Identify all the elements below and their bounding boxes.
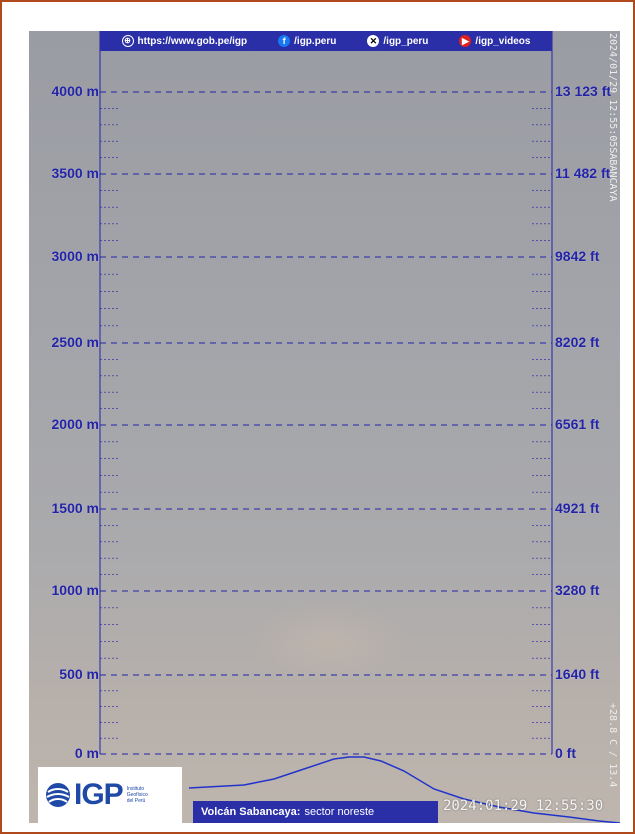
facebook-link[interactable]: f /igp.peru (278, 35, 336, 47)
website-link[interactable]: ⊕ https://www.gob.pe/igp (121, 35, 248, 47)
meter-label: 500 m (59, 666, 99, 682)
camera-datetime-vertical: 2024/01/29 12:55:05SABANCAYA (607, 33, 618, 202)
meter-label: 1000 m (51, 582, 99, 598)
volcano-outline (188, 756, 620, 823)
youtube-icon: ▶ (459, 35, 472, 47)
logo-subtitle: Instituto Geofísico del Perú (127, 786, 148, 804)
igp-logo: IGP Instituto Geofísico del Perú (38, 767, 182, 823)
logo-subtitle-line: del Perú (126, 798, 146, 804)
x-icon: ✕ (367, 35, 380, 47)
feet-label: 13 123 ft (555, 83, 612, 99)
social-bar: ⊕ https://www.gob.pe/igp f /igp.peru ✕ /… (100, 31, 552, 51)
youtube-link[interactable]: ▶ /igp_videos (459, 35, 530, 47)
feet-label: 4921 ft (555, 500, 600, 516)
x-label: /igp_peru (383, 35, 429, 47)
timestamp: 2024:01:29 12:55:30 (443, 798, 604, 814)
meter-label: 3500 m (51, 165, 99, 181)
meter-label: 3000 m (51, 248, 99, 264)
meter-label: 1500 m (51, 500, 99, 516)
meter-label: 0 m (74, 745, 99, 761)
logo-subtitle-line: Instituto (126, 786, 145, 792)
meter-label: 2000 m (51, 416, 99, 432)
feet-label: 9842 ft (555, 248, 600, 264)
volcano-name: Volcán Sabancaya: (201, 806, 301, 818)
facebook-label: /igp.peru (294, 35, 337, 47)
feet-label: 6561 ft (555, 416, 600, 432)
meter-label: 4000 m (51, 83, 99, 99)
sector-name: sector noreste (304, 806, 375, 818)
feet-label: 3280 ft (555, 582, 600, 598)
webcam-view: ⊕ https://www.gob.pe/igp f /igp.peru ✕ /… (29, 31, 620, 823)
youtube-label: /igp_videos (475, 35, 531, 47)
facebook-icon: f (278, 35, 291, 47)
meter-label: 2500 m (51, 334, 99, 350)
feet-label: 1640 ft (555, 666, 600, 682)
site-caption: Volcán Sabancaya: sector noreste (193, 801, 438, 823)
temperature-readout-vertical: +28.8 C / 13.4 (607, 703, 618, 788)
igp-emblem-icon (46, 783, 70, 807)
feet-label: 11 482 ft (555, 165, 611, 181)
feet-label: 0 ft (555, 745, 576, 761)
altitude-grid (99, 31, 620, 823)
globe-icon: ⊕ (121, 35, 134, 47)
website-label: https://www.gob.pe/igp (137, 35, 248, 47)
x-link[interactable]: ✕ /igp_peru (367, 35, 428, 47)
logo-subtitle-line: Geofísico (126, 792, 148, 798)
logo-wordmark: IGP (74, 778, 124, 811)
feet-label: 8202 ft (555, 334, 600, 350)
